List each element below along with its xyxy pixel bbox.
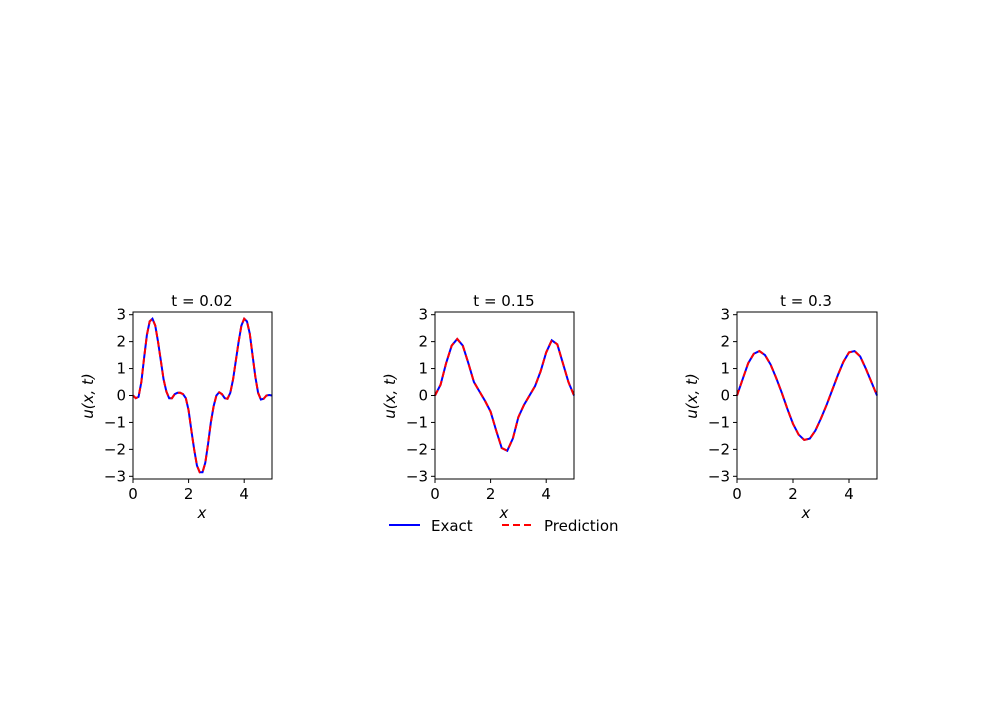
subplot-2-ylabel: u(x, t)	[381, 373, 399, 419]
subplot-2-series-prediction	[434, 337, 575, 453]
subplot-1-ytick-label: 2	[116, 333, 126, 351]
subplot-2-xlabel: x	[499, 504, 509, 522]
subplot-3-ytick-label: 3	[720, 306, 730, 324]
subplot-1-ytick-label: 1	[116, 360, 126, 378]
subplot-3-ytick-label: 2	[720, 333, 730, 351]
subplot-1: t = 0.02 0 2 4 3 2 1 0 −1 −2 −3 x u(x, t)	[79, 292, 273, 522]
subplot-3-xtick-label: 0	[732, 485, 742, 503]
subplot-3-ytick-label: 0	[720, 387, 730, 405]
subplot-3-xtick-label: 4	[844, 485, 854, 503]
subplot-2-ytick-label: −1	[406, 413, 428, 431]
subplot-2-title: t = 0.15	[473, 292, 534, 310]
subplot-1-title: t = 0.02	[171, 292, 232, 310]
subplot-2: t = 0.15 0 2 4 3 2 1 0 −1 −2 −3 x u(x, t)	[381, 292, 575, 522]
subplot-1-ytick-label: −2	[104, 440, 126, 458]
subplot-3-series-prediction	[736, 349, 878, 442]
subplot-2-xtick-label: 0	[430, 485, 440, 503]
subplot-3-xtick-label: 2	[788, 485, 798, 503]
subplot-3-ylabel: u(x, t)	[683, 373, 701, 419]
subplot-1-xtick-label: 0	[128, 485, 138, 503]
subplot-2-ytick-label: 2	[418, 333, 428, 351]
subplot-1-ytick-label: 3	[116, 306, 126, 324]
subplot-2-ytick-label: 1	[418, 360, 428, 378]
subplot-3-ytick-label: −1	[708, 413, 730, 431]
legend-prediction-label: Prediction	[544, 517, 619, 535]
subplot-1-ytick-label: −3	[104, 467, 126, 485]
subplot-1-series-exact	[132, 316, 273, 474]
subplot-1-ytick-label: 0	[116, 387, 126, 405]
subplot-2-xtick-label: 4	[541, 485, 551, 503]
subplot-1-ytick-label: −1	[104, 413, 126, 431]
subplot-3-ytick-label: −2	[708, 440, 730, 458]
subplot-3-xlabel: x	[801, 504, 811, 522]
subplot-2-ytick-label: 0	[418, 387, 428, 405]
subplot-2-ytick-label: −2	[406, 440, 428, 458]
legend-exact-label: Exact	[431, 517, 473, 535]
subplot-3-ytick-label: −3	[708, 467, 730, 485]
subplot-1-xtick-label: 2	[184, 485, 194, 503]
subplot-2-ytick-label: 3	[418, 306, 428, 324]
subplot-3-ytick-label: 1	[720, 360, 730, 378]
subplot-2-xtick-label: 2	[486, 485, 496, 503]
subplot-1-ylabel: u(x, t)	[79, 373, 97, 419]
subplot-3: t = 0.3 0 2 4 3 2 1 0 −1 −2 −3 x u(x, t)	[683, 292, 878, 522]
subplot-1-xlabel: x	[197, 504, 207, 522]
subplot-3-title: t = 0.3	[780, 292, 832, 310]
subplot-2-ytick-label: −3	[406, 467, 428, 485]
legend: Exact Prediction	[389, 517, 619, 535]
subplot-1-xtick-label: 4	[239, 485, 249, 503]
